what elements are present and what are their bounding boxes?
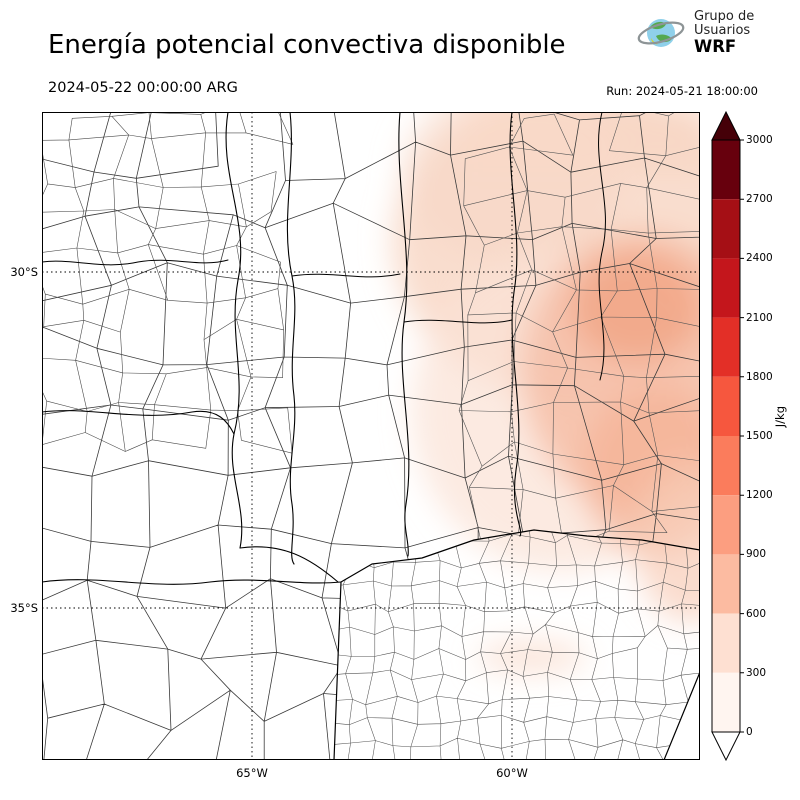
map-area: [42, 112, 700, 760]
logo-text: Grupo de Usuarios WRF: [694, 10, 754, 56]
colorbar-segment: [712, 199, 740, 259]
run-time-label: Run: 2024-05-21 18:00:00: [606, 84, 758, 98]
colorbar-tick-label: 600: [746, 608, 767, 620]
valid-time-label: 2024-05-22 00:00:00 ARG: [48, 80, 238, 96]
logo-text-wrf: WRF: [694, 37, 737, 56]
colorbar-tick-label: 900: [746, 548, 767, 560]
logo-text-line2: Usuarios: [694, 23, 751, 38]
colorbar-segment: [712, 436, 740, 496]
province-borders: [42, 112, 700, 760]
map-plot: [42, 112, 700, 760]
colorbar-segment: [712, 495, 740, 555]
lon-label-60W: 60°W: [496, 766, 528, 780]
graticule: [42, 112, 700, 760]
colorbar-tick-label: 1500: [746, 430, 773, 442]
colorbar-segment: [712, 317, 740, 377]
colorbar-tick-label: 1200: [746, 489, 773, 501]
colorbar-segment: [712, 258, 740, 318]
cape-shading: [392, 112, 700, 673]
wrf-globe-icon: [637, 19, 685, 47]
colorbar-tick-label: 2700: [746, 193, 773, 205]
colorbar-ticks: [740, 139, 744, 733]
lat-label-35S: 35°S: [10, 601, 38, 615]
colorbar-tick-label: 2400: [746, 252, 773, 264]
colorbar-segment: [712, 376, 740, 436]
colorbar-segment: [712, 613, 740, 673]
lon-label-65W: 65°W: [236, 766, 268, 780]
colorbar-tick-label: 3000: [746, 134, 773, 146]
colorbar-over-arrow: [711, 110, 741, 141]
map-frame: [42, 112, 700, 760]
lat-label-30S: 30°S: [10, 265, 38, 279]
colorbar-tick-label: 0: [746, 726, 753, 738]
colorbar-graphic: [711, 110, 744, 762]
colorbar-segment: [712, 140, 740, 200]
colorbar: [711, 110, 744, 762]
colorbar-tick-label: 300: [746, 667, 767, 679]
logo-text-line1: Grupo de: [694, 9, 755, 24]
colorbar-under-arrow: [711, 731, 741, 762]
logo: Grupo de Usuarios WRF: [636, 10, 754, 56]
colorbar-segment: [712, 554, 740, 614]
colorbar-unit-label: J/kg: [773, 406, 787, 428]
colorbar-tick-label: 1800: [746, 371, 773, 383]
colorbar-tick-label: 2100: [746, 312, 773, 324]
page-title: Energía potencial convectiva disponible: [48, 30, 566, 60]
colorbar-segment: [712, 672, 740, 732]
